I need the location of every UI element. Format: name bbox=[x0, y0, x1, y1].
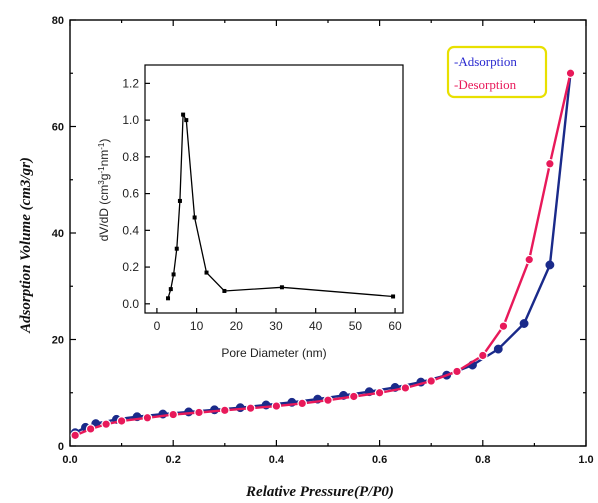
pore-distribution-point bbox=[177, 198, 182, 203]
inset-ylabel-mid1: g bbox=[97, 174, 111, 181]
inset-y-tick-label: 1.2 bbox=[122, 76, 139, 90]
inset-y-axis-title: dV/dD (cm3g-1nm-1) bbox=[97, 139, 112, 242]
pore-distribution-point bbox=[204, 270, 209, 275]
adsorption-point bbox=[519, 319, 529, 328]
desorption-point bbox=[142, 412, 153, 423]
main-series-group bbox=[70, 68, 576, 441]
adsorption-point bbox=[545, 260, 555, 270]
inset-ylabel-suffix: ) bbox=[97, 139, 111, 143]
y-tick-label: 0 bbox=[58, 441, 64, 453]
pore-distribution-point bbox=[168, 287, 173, 292]
x-tick-label: 0.0 bbox=[62, 454, 77, 466]
desorption-point bbox=[116, 416, 127, 426]
inset-x-tick-label: 0 bbox=[154, 319, 161, 333]
inset-x-axis-title: Pore Diameter (nm) bbox=[221, 346, 326, 360]
inset-x-tick-label: 30 bbox=[269, 319, 283, 333]
desorption-point bbox=[498, 321, 509, 331]
inset-y-tick-label: 0.2 bbox=[122, 260, 139, 274]
pore-distribution-point bbox=[192, 215, 197, 220]
inset-ylabel-sup2: -1 bbox=[97, 166, 106, 174]
inset-y-tick-label: 0.8 bbox=[122, 150, 139, 164]
pore-distribution-point bbox=[391, 294, 396, 299]
x-tick-label: 0.6 bbox=[372, 454, 387, 466]
desorption-point bbox=[323, 395, 333, 406]
inset-x-tick-label: 10 bbox=[190, 319, 204, 333]
main-axis-ticks: 0.0 0.2 0.4 0.6 0.8 1.0 0 20 40 60 80 bbox=[52, 15, 594, 466]
x-tick-label: 0.2 bbox=[166, 454, 181, 466]
inset-ylabel-sup3: -1 bbox=[97, 142, 106, 150]
desorption-point bbox=[565, 68, 576, 79]
y-axis-title: Adsorption Volume (cm3/gr) bbox=[18, 157, 34, 334]
legend-entry-adsorption: -Adsorption bbox=[454, 54, 517, 69]
desorption-point bbox=[168, 409, 178, 420]
inset-plot-border bbox=[144, 64, 404, 314]
desorption-point bbox=[374, 387, 385, 398]
inset-plot-frame bbox=[144, 64, 404, 314]
legend: -Adsorption -Desorption bbox=[446, 45, 548, 99]
inset-y-tick-label: 0.4 bbox=[122, 223, 139, 237]
desorption-point bbox=[477, 350, 488, 361]
desorption-point bbox=[545, 158, 555, 169]
x-tick-label: 0.4 bbox=[269, 454, 285, 466]
inset-ylabel-sup1: 3 bbox=[97, 180, 106, 185]
inset-ylabel-mid2: nm bbox=[97, 150, 111, 167]
desorption-point bbox=[348, 391, 359, 402]
pore-distribution-point bbox=[222, 288, 227, 293]
desorption-point bbox=[426, 376, 436, 386]
inset-ylabel-prefix: dV/dD (cm bbox=[97, 185, 111, 242]
pore-distribution-point bbox=[279, 285, 284, 290]
inset-x-tick-label: 40 bbox=[309, 319, 323, 333]
desorption-point bbox=[245, 403, 256, 413]
y-tick-label: 40 bbox=[52, 228, 64, 240]
inset-y-tick-label: 0.6 bbox=[122, 187, 139, 201]
desorption-point bbox=[400, 383, 411, 393]
inset-x-tick-label: 20 bbox=[230, 319, 244, 333]
legend-entry-desorption: -Desorption bbox=[454, 77, 517, 92]
desorption-point bbox=[194, 407, 204, 418]
x-tick-label: 0.8 bbox=[475, 454, 490, 466]
x-tick-label: 1.0 bbox=[578, 454, 593, 466]
pore-distribution-point bbox=[171, 272, 176, 277]
inset-y-tick-label: 0.0 bbox=[122, 297, 139, 311]
desorption-point bbox=[452, 366, 462, 377]
inset-series-group bbox=[166, 112, 396, 301]
desorption-point bbox=[297, 398, 307, 409]
desorption-point bbox=[271, 401, 282, 411]
pore-distribution-point bbox=[174, 246, 179, 251]
inset-axis-ticks: 0 10 20 30 40 50 60 0.0 0.2 0.4 0.6 0.8 1.0 1.2 bbox=[122, 76, 402, 333]
legend-box bbox=[446, 45, 548, 99]
adsorption-point bbox=[493, 344, 503, 354]
y-tick-label: 80 bbox=[52, 15, 64, 27]
inset-y-tick-label: 1.0 bbox=[122, 113, 139, 127]
desorption-point bbox=[101, 419, 111, 429]
desorption-point bbox=[220, 405, 230, 416]
x-axis-title: Relative Pressure(P/P0) bbox=[245, 484, 394, 500]
pore-distribution-line bbox=[167, 112, 394, 299]
y-tick-label: 20 bbox=[52, 335, 64, 347]
desorption-point bbox=[70, 430, 80, 441]
inset-x-tick-label: 50 bbox=[349, 319, 363, 333]
y-tick-label: 60 bbox=[52, 122, 64, 134]
inset-x-tick-label: 60 bbox=[388, 319, 402, 333]
desorption-point bbox=[524, 254, 535, 265]
pore-distribution-point bbox=[184, 118, 189, 123]
pore-distribution-point bbox=[166, 296, 171, 301]
desorption-point bbox=[85, 424, 96, 434]
desorption-line bbox=[74, 73, 572, 437]
pore-distribution-point bbox=[181, 112, 186, 117]
